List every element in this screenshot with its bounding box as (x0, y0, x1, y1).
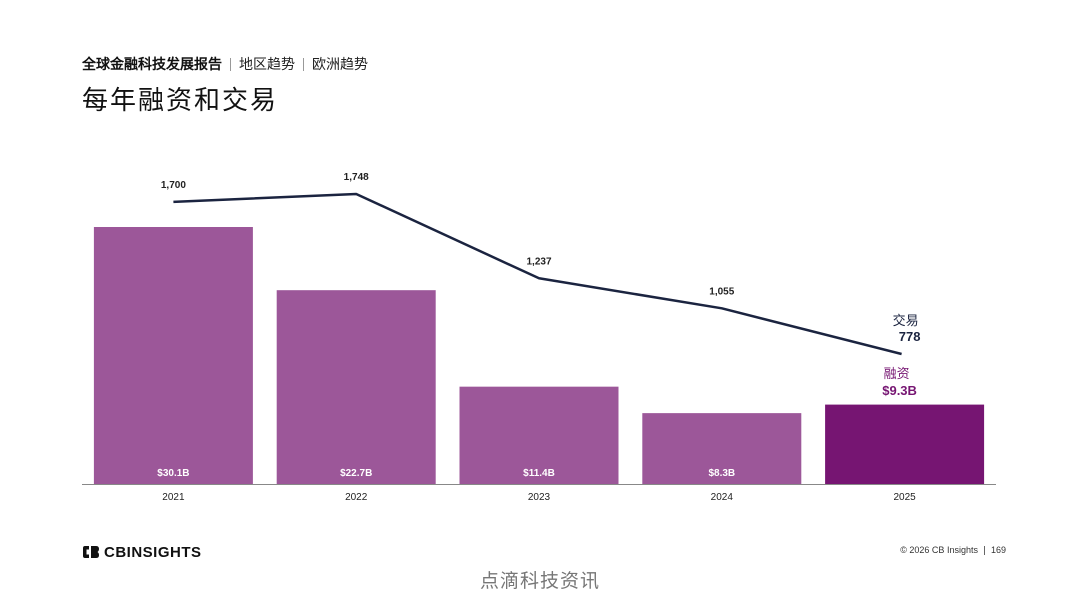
logo-text: CBINSIGHTS (104, 543, 202, 561)
bar-value-label: $30.1B (157, 468, 189, 479)
bar-series-name: 融资 (884, 366, 910, 381)
x-tick-label: 2024 (711, 492, 734, 503)
line-value-label: 1,748 (344, 172, 369, 183)
breadcrumb-divider (230, 57, 231, 71)
breadcrumb-regional: 地区趋势 (239, 56, 295, 72)
line-value-label: 1,055 (709, 286, 734, 297)
line-value-label: 1,237 (526, 256, 551, 267)
x-tick-label: 2022 (345, 492, 368, 503)
breadcrumb: 全球金融科技发展报告 地区趋势 欧洲趋势 (82, 54, 368, 74)
bar-2023 (459, 386, 619, 484)
bar-2021 (93, 227, 253, 484)
footer-info: © 2026 CB Insights 169 (900, 545, 1006, 555)
bar-2022 (276, 290, 436, 484)
footer-divider (983, 545, 985, 555)
copyright: © 2026 CB Insights (900, 545, 978, 555)
line-value-label: 1,700 (161, 180, 186, 191)
breadcrumb-europe: 欧洲趋势 (312, 56, 368, 72)
cb-insights-logo: CBINSIGHTS (82, 543, 202, 561)
bar-last-value: $9.3B (882, 383, 917, 398)
line-series-name: 交易 (893, 313, 919, 328)
breadcrumb-report: 全球金融科技发展报告 (82, 56, 222, 72)
line-last-value: 778 (899, 329, 921, 344)
x-tick-label: 2025 (893, 492, 916, 503)
bar-value-label: $11.4B (523, 468, 555, 479)
page-title: 每年融资和交易 (82, 85, 279, 115)
chart: 2021 2022 2023 2024 2025 $30.1B $22.7B $11.4B $8… (82, 172, 996, 503)
bar-2024 (642, 413, 802, 484)
bar-value-label: $8.3B (708, 468, 735, 479)
page-number: 169 (990, 545, 1006, 555)
line-transactions (173, 192, 902, 356)
breadcrumb-divider (303, 57, 304, 71)
x-tick-label: 2023 (528, 492, 551, 503)
cb-logo-icon (83, 546, 99, 558)
bar-value-label: $22.7B (340, 468, 372, 479)
bar-2025 (825, 404, 985, 484)
watermark: 点滴科技资讯 (479, 571, 600, 592)
x-tick-label: 2021 (162, 492, 185, 503)
